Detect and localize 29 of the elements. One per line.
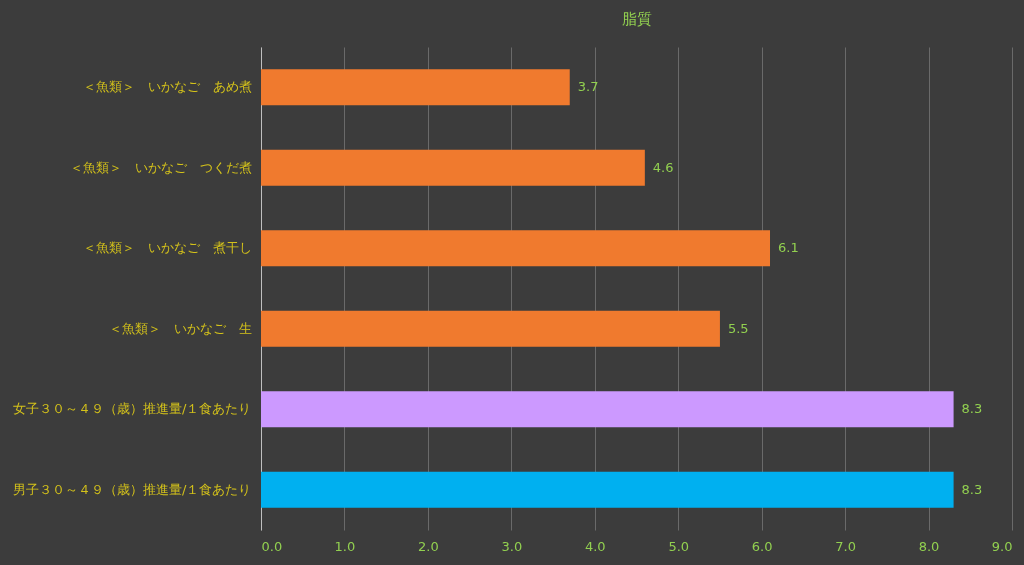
x-tick-label: 7.0: [835, 538, 856, 554]
data-label: 3.7: [577, 79, 599, 95]
y-tick-label: 男子３０～４９（歳）推進量/１食あたり: [13, 481, 252, 497]
x-tick-label: 0.0: [261, 538, 283, 554]
chart-title: 脂質: [621, 10, 652, 28]
data-label: 6.1: [778, 240, 799, 256]
x-tick-label: 1.0: [334, 538, 356, 554]
x-tick-label: 5.0: [668, 538, 690, 554]
x-tick-label: 8.0: [918, 538, 940, 554]
data-label: 8.3: [961, 481, 983, 497]
bar: [261, 391, 954, 428]
bar: [261, 310, 720, 347]
y-tick-label: ＜魚類＞ いかなご 煮干し: [82, 240, 252, 256]
x-tick-label: 6.0: [751, 538, 773, 554]
x-tick-label: 3.0: [501, 538, 523, 554]
y-tick-label: ＜魚類＞ いかなご 生: [108, 320, 252, 336]
y-tick-label: ＜魚類＞ いかなご あめ煮: [82, 79, 252, 95]
x-tick-label: 4.0: [584, 538, 606, 554]
y-tick-label: 女子３０～４９（歳）推進量/１食あたり: [13, 401, 252, 417]
bar: [261, 69, 570, 106]
x-tick-label: 2.0: [418, 538, 439, 554]
bar: [261, 149, 645, 186]
bar: [261, 230, 771, 267]
data-label: 5.5: [727, 320, 749, 336]
y-tick-label: ＜魚類＞ いかなご つくだ煮: [69, 159, 252, 175]
data-label: 4.6: [652, 159, 674, 175]
bar: [261, 471, 954, 508]
x-tick-label: 9.0: [991, 538, 1013, 554]
data-label: 8.3: [961, 401, 983, 417]
